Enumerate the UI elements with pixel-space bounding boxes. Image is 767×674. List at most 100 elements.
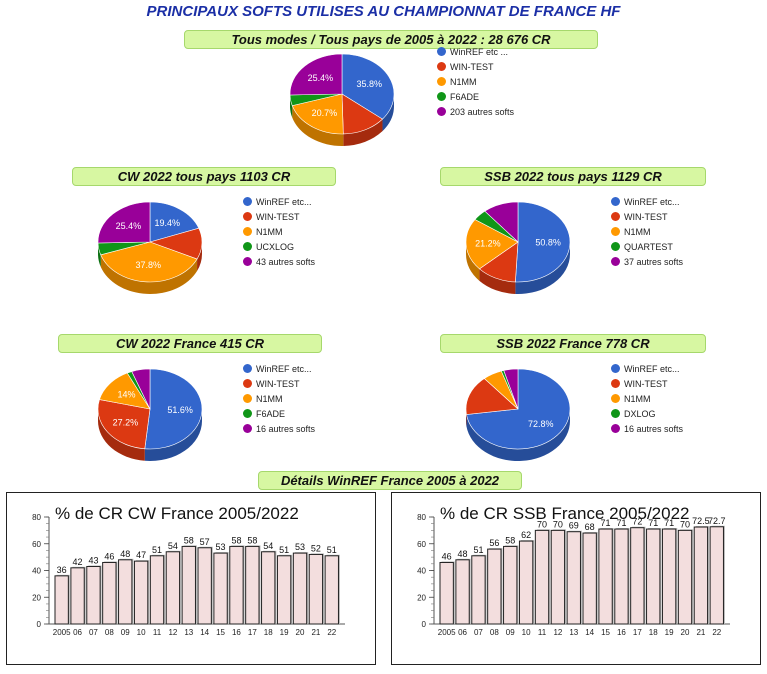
bar [276,555,292,625]
legend-item: WinREF etc... [611,195,683,210]
bar [324,555,339,625]
legend-label: WinREF etc ... [450,47,509,57]
y-tick-label: 40 [417,567,426,576]
legend-swatch-icon [611,227,620,236]
x-tick-label: 10 [137,628,146,637]
bar [197,547,212,625]
legend-item: WinREF etc... [611,362,683,377]
pie-side-n1mm [466,242,480,281]
bar [292,552,308,625]
bar [646,528,661,625]
legend-swatch-icon [243,212,252,221]
legend-label: WinREF etc... [256,364,312,374]
x-tick-label: 16 [232,628,241,637]
x-tick-label: 20 [681,628,690,637]
pie-slice-label: 19.4% [154,218,180,228]
chart-title: CW 2022 tous pays 1103 CR [117,169,291,184]
x-tick-label: 13 [184,628,193,637]
pie-side-n1mm [292,105,344,146]
legend-label: N1MM [624,394,651,404]
pie-slice-winref [515,201,571,283]
pie-side-n1mm [100,254,198,294]
x-tick-label: 06 [73,628,82,637]
x-tick-label: 15 [601,628,610,637]
bar-value-label: 58 [184,535,194,545]
bar [102,561,117,625]
bar [213,552,228,625]
pie-slice-label: 27.2% [113,417,139,427]
legend-swatch-icon [243,394,252,403]
x-tick-label: 20 [296,628,305,637]
x-tick-label: 17 [633,628,642,637]
pie-slice-label: 14% [118,389,136,399]
title-pill-all: Tous modes / Tous pays de 2005 à 2022 : … [184,30,598,49]
bar-value-label: 71 [601,518,611,528]
pie-slice-winref [144,368,203,450]
x-tick-label: 2005 [53,628,71,637]
pie-side-wintest [98,409,145,461]
legend-label: 37 autres softs [624,257,684,267]
x-tick-label: 19 [665,628,674,637]
pie-slice-label: 37.8% [136,260,162,270]
x-tick-label: 17 [248,628,257,637]
legend-swatch-icon [243,197,252,206]
legend-item: WIN-TEST [243,210,315,225]
legend-label: WinREF etc... [624,364,680,374]
legend-ssb-all: WinREF etc... WIN-TEST N1MM QUARTEST 37 autr… [611,195,683,270]
pie-slice-label: 35.8% [356,79,382,89]
title-pill-cw-fr: CW 2022 France 415 CR [58,334,322,353]
bars-section-pill: Détails WinREF France 2005 à 2022 [258,471,522,490]
bar-value-label: 57 [200,537,210,547]
bar-value-label: 69 [569,521,579,531]
pie-slice-winref [341,53,395,120]
x-tick-label: 14 [200,628,209,637]
bar [518,540,534,625]
bar-value-label: 54 [168,541,178,551]
legend-item: N1MM [437,75,514,90]
x-tick-label: 08 [490,628,499,637]
pie-chart-all: 35.8% 20.7% 25.4% [289,53,395,146]
pie-chart-cw-fr: 51.6% 27.2% 14% [97,368,203,461]
legend-swatch-icon [243,227,252,236]
bar-value-label: 46 [442,551,452,561]
x-tick-label: 21 [696,628,705,637]
pie-slice-wintest [465,378,519,415]
legend-swatch-icon [611,242,620,251]
legend-swatch-icon [611,257,620,266]
legend-item: 37 autres softs [611,255,683,270]
legend-cw-all: WinREF etc... WIN-TEST N1MM UCXLOG 43 autres… [243,195,315,270]
title-pill-cw-all: CW 2022 tous pays 1103 CR [72,167,336,186]
pie-slice-others [97,201,151,244]
legend-swatch-icon [243,379,252,388]
x-tick-label: 11 [153,628,162,637]
bar [677,529,693,625]
x-tick-label: 08 [105,628,114,637]
bar [503,545,518,625]
x-tick-label: 12 [168,628,177,637]
legend-label: UCXLOG [256,242,295,252]
legend-item: F6ADE [437,90,514,105]
x-tick-label: 12 [553,628,562,637]
x-tick-label: 21 [311,628,320,637]
pie-slice-winref [149,201,200,243]
legend-label: 16 autres softs [624,424,684,434]
legend-item: WIN-TEST [243,377,315,392]
bar [661,528,677,625]
legend-label: N1MM [450,77,477,87]
pie-chart-cw-all: 19.4% 37.8% 25.4% [97,201,203,294]
bar-chart-cw: % de CR CW France 2005/2022 0 20 40 60 80 36 20… [32,504,345,637]
legend-item: N1MM [611,225,683,240]
bar-value-label: 56 [489,538,499,548]
page-title: PRINCIPAUX SOFTS UTILISES AU CHAMPIONNAT… [146,3,621,20]
legend-label: N1MM [624,227,651,237]
legend-item: UCXLOG [243,240,315,255]
x-tick-label: 06 [458,628,467,637]
bar-value-label: 54 [263,541,273,551]
legend-label: N1MM [256,394,283,404]
legend-item: N1MM [243,225,315,240]
bar [181,545,196,625]
legend-item: DXLOG [611,407,683,422]
x-tick-label: 19 [280,628,289,637]
title-pill-ssb-all: SSB 2022 tous pays 1129 CR [440,167,706,186]
pie-slice-others [289,53,343,96]
